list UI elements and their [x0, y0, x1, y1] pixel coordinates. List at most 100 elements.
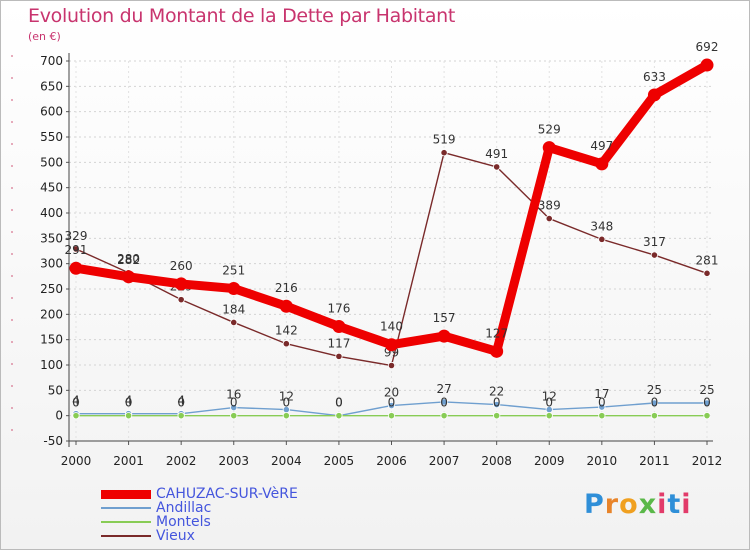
chart-title: Evolution du Montant de la Dette par Hab… — [28, 5, 456, 27]
data-label: 329 — [65, 229, 88, 243]
data-label: 0 — [651, 396, 659, 410]
data-point — [700, 58, 714, 72]
x-tick-label: 2004 — [271, 454, 302, 468]
data-point — [177, 296, 185, 304]
x-tick-label: 2002 — [166, 454, 197, 468]
data-point — [437, 329, 451, 343]
legend-swatch — [101, 535, 151, 537]
data-point — [385, 338, 398, 352]
data-label: 633 — [643, 70, 666, 84]
data-point — [69, 261, 83, 275]
data-label: 317 — [643, 235, 666, 249]
data-point — [650, 412, 659, 420]
y-tick-label: -50 — [43, 434, 63, 448]
y-tick-label: 50 — [48, 383, 63, 397]
legend-item: Montels — [101, 514, 401, 530]
data-point — [230, 403, 238, 412]
x-tick-label: 2001 — [113, 454, 144, 468]
data-label: 389 — [538, 199, 561, 213]
data-label: 216 — [275, 281, 298, 295]
legend-swatch — [101, 507, 151, 509]
data-point — [230, 318, 238, 327]
data-point — [493, 412, 501, 420]
y-tick-label: 500 — [40, 155, 63, 169]
data-point — [335, 352, 343, 360]
data-point — [650, 399, 659, 407]
data-label: 0 — [598, 396, 606, 410]
data-label: 0 — [125, 396, 133, 410]
logo-letter: i — [681, 489, 692, 520]
data-label: 519 — [433, 133, 456, 147]
data-point — [440, 412, 448, 420]
data-point — [279, 299, 293, 313]
logo-letter: t — [667, 489, 682, 520]
x-tick-label: 2006 — [376, 454, 407, 468]
legend-label: Vieux — [156, 528, 195, 544]
data-label: 12 — [542, 390, 557, 404]
data-label: 0 — [388, 396, 396, 410]
data-label: 491 — [485, 147, 508, 161]
data-point — [598, 403, 606, 411]
data-point — [545, 412, 553, 420]
data-label: 4 — [72, 394, 80, 408]
y-tick-label: 550 — [40, 130, 63, 144]
data-label: 20 — [384, 386, 399, 400]
data-point — [72, 412, 80, 420]
data-label: 260 — [170, 259, 193, 273]
data-point — [72, 245, 80, 253]
y-tick-label: 100 — [40, 358, 63, 372]
y-tick-label: 650 — [40, 79, 63, 93]
data-point — [650, 251, 659, 259]
data-label: 280 — [117, 252, 140, 266]
data-label: 0 — [493, 396, 501, 410]
y-tick-label: 200 — [40, 307, 63, 321]
x-tick-label: 2012 — [692, 454, 723, 468]
x-tick-label: 2011 — [639, 454, 670, 468]
data-label: 184 — [222, 302, 245, 316]
logo-letter: P — [584, 489, 605, 520]
data-point — [545, 214, 553, 223]
y-tick-label: 0 — [55, 409, 63, 423]
data-point — [440, 149, 448, 157]
data-point — [598, 235, 606, 243]
proxiti-logo: Proxiti — [584, 489, 692, 520]
legend: CAHUZAC-SUR-VèRE Andillac Montels Vieux — [101, 486, 401, 544]
data-label: 529 — [538, 123, 561, 137]
y-tick-label: 250 — [40, 282, 63, 296]
data-label: 140 — [380, 320, 403, 334]
data-point — [335, 412, 343, 420]
x-tick-label: 2007 — [429, 454, 460, 468]
data-point — [124, 412, 133, 420]
x-tick-label: 2009 — [534, 454, 565, 468]
data-label: 0 — [440, 396, 448, 410]
data-point — [703, 269, 711, 277]
logo-letter: x — [638, 489, 658, 520]
data-point — [598, 412, 606, 420]
data-label: 142 — [275, 324, 298, 338]
data-label: 117 — [327, 336, 350, 350]
data-label: 25 — [699, 383, 714, 397]
y-tick-label: 150 — [40, 333, 63, 347]
data-point — [122, 270, 136, 284]
data-point — [387, 361, 396, 370]
data-label: 176 — [327, 301, 350, 315]
data-label: 282 — [117, 253, 140, 267]
legend-label: Montels — [156, 514, 211, 530]
data-label: 0 — [545, 396, 553, 410]
data-label: 25 — [647, 383, 662, 397]
x-tick-label: 2005 — [324, 454, 355, 468]
data-label: 16 — [226, 388, 241, 402]
data-label: 0 — [703, 396, 711, 410]
data-label: 0 — [177, 396, 185, 410]
data-point — [387, 401, 396, 410]
x-tick-label: 2000 — [61, 454, 92, 468]
data-point — [542, 141, 556, 155]
data-point — [703, 412, 711, 420]
data-label: 251 — [222, 263, 245, 277]
data-point — [332, 319, 346, 333]
x-tick-label: 2010 — [587, 454, 618, 468]
data-point — [490, 344, 504, 358]
y-tick-label: 350 — [40, 231, 63, 245]
legend-item: Vieux — [101, 528, 401, 544]
